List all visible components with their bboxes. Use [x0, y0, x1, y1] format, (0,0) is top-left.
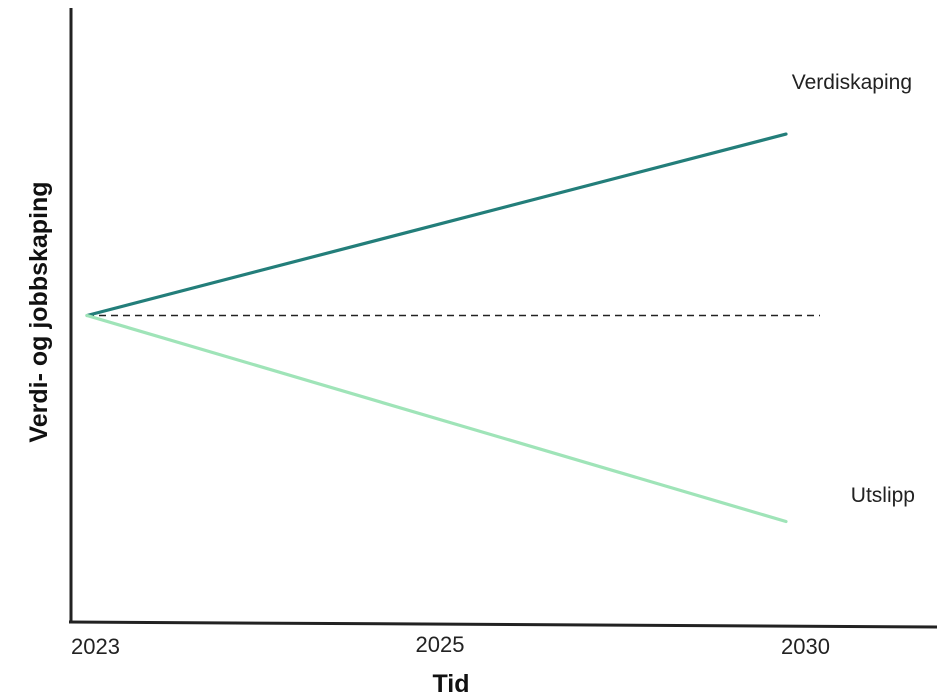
x-tick-label-2030: 2030: [781, 634, 830, 659]
series-label-utslipp: Utslipp: [851, 484, 915, 507]
x-axis-title: Tid: [432, 670, 469, 695]
series-label-verdiskaping: Verdiskaping: [792, 71, 912, 94]
x-axis-line: [68, 620, 938, 629]
x-tick-labels: 2023 2025 2030: [71, 632, 830, 659]
series-line-verdiskaping: [85, 132, 788, 318]
plot-area: [68, 8, 938, 629]
series-line-utslipp: [85, 313, 788, 524]
series-lines: [85, 132, 788, 524]
y-axis-title: Verdi- og jobbskaping: [25, 181, 53, 442]
x-tick-label-2025: 2025: [416, 632, 465, 657]
x-tick-label-2023: 2023: [71, 634, 120, 659]
